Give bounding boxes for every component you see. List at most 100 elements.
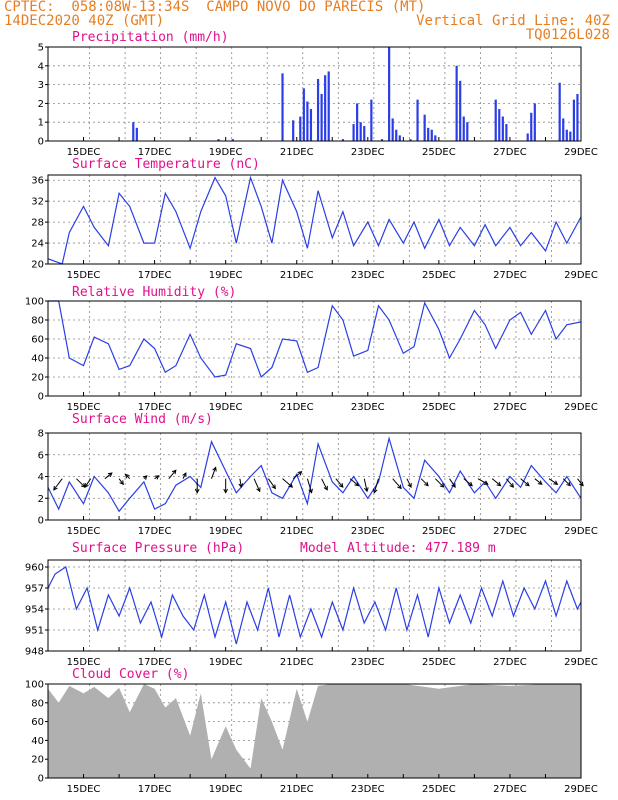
wind-arrow-shaft [577, 478, 584, 486]
precip-bar [327, 71, 330, 141]
wind-arrow-head [212, 466, 217, 472]
x-tick-label: 23DEC [351, 657, 385, 668]
wind-arrow [282, 478, 294, 488]
precip-bar [416, 99, 419, 141]
y-tick-label: 8 [38, 429, 44, 440]
precip-bar [462, 116, 465, 141]
wind-arrow [124, 473, 131, 480]
cloud-cover-area [48, 684, 581, 778]
wind-arrow-shaft [267, 478, 276, 489]
x-tick-label: 25DEC [422, 402, 456, 413]
y-tick-label: 60 [31, 335, 44, 346]
x-tick-label: 17DEC [138, 784, 172, 795]
wind-arrow-shaft [335, 478, 344, 488]
y-tick-label: 6 [38, 450, 44, 461]
x-tick-label: 25DEC [422, 147, 456, 158]
wind-arrow-shaft [406, 478, 412, 488]
precip-bar [427, 127, 430, 141]
wind-arrow [434, 478, 445, 488]
x-tick-label: 15DEC [67, 147, 101, 158]
panel-wind: 0 2 4 6 8 15DEC 17DEC 19DEC 21DEC 23DEC 25DEC 27DEC… [38, 412, 598, 537]
y-tick-label: 100 [25, 680, 44, 691]
wind-arrow [223, 478, 229, 494]
panel-title: Precipitation (mm/h) [72, 30, 229, 45]
wind-arrow [238, 478, 244, 489]
y-tick-label: 40 [31, 736, 44, 747]
precip-bar [324, 75, 327, 141]
x-tick-label: 19DEC [209, 270, 243, 281]
y-tick-label: 40 [31, 354, 44, 365]
x-tick-label: 29DEC [564, 657, 598, 668]
precip-bar [292, 120, 295, 141]
panel-precipitation: 0 1 2 3 4 5 15DEC 17DEC 19DEC 21DEC 23DEC 25DEC 27DE… [38, 30, 598, 158]
wind-arrow-head [53, 485, 58, 491]
precip-bar [363, 125, 366, 141]
precip-bar [572, 99, 575, 141]
panel-title: Surface Pressure (hPa) [72, 541, 244, 556]
wind-arrow [520, 478, 530, 487]
panel-title: Surface Temperature (nC) [72, 157, 260, 172]
x-tick-label: 27DEC [493, 526, 527, 537]
wind-arrow-head [372, 488, 378, 494]
y-tick-label: 0 [38, 774, 44, 785]
precip-bar [135, 127, 138, 141]
y-tick-label: 4 [38, 61, 44, 72]
precip-bar [434, 135, 437, 141]
wind-arrow-shaft [534, 478, 543, 485]
x-tick-label: 15DEC [67, 657, 101, 668]
x-tick-label: 19DEC [209, 402, 243, 413]
wind-arrow-shaft [477, 478, 489, 485]
wind-arrow [534, 478, 543, 485]
wind-arrow-shaft [182, 472, 187, 479]
y-tick-label: 951 [25, 626, 44, 637]
x-tick-label: 21DEC [280, 402, 314, 413]
wind-arrow [449, 478, 456, 488]
wind-arrow [577, 478, 584, 487]
wind-arrow-head [271, 484, 276, 490]
x-tick-label: 19DEC [209, 657, 243, 668]
y-tick-label: 28 [31, 218, 44, 229]
wind-arrow-shaft [349, 478, 359, 487]
precip-bar [505, 124, 508, 141]
precip-bar [281, 73, 284, 141]
precip-bar [356, 103, 359, 141]
wind-arrow-shaft [520, 478, 530, 487]
wind-arrow-shaft [463, 478, 473, 487]
y-tick-label: 60 [31, 717, 44, 728]
precip-bar [423, 114, 426, 141]
wind-arrow-shaft [118, 478, 124, 485]
x-tick-label: 21DEC [280, 270, 314, 281]
wind-arrow [363, 478, 369, 493]
model-altitude-label: Model Altitude: 477.189 m [300, 541, 496, 556]
wind-arrow-shaft [84, 478, 92, 488]
precip-bar [359, 122, 362, 141]
wind-arrow [463, 478, 473, 487]
header-date: 14DEC2020 40Z (GMT) [4, 13, 165, 29]
x-tick-label: 19DEC [209, 526, 243, 537]
x-tick-label: 23DEC [351, 526, 385, 537]
wind-arrow-head [323, 485, 328, 491]
wind-arrow-head [124, 473, 130, 479]
x-tick-label: 23DEC [351, 147, 385, 158]
wind-arrow-shaft [306, 478, 313, 493]
y-tick-label: 24 [31, 239, 44, 250]
wind-arrow [548, 478, 559, 485]
x-tick-label: 29DEC [564, 402, 598, 413]
y-tick-label: 5 [38, 43, 44, 54]
wind-arrow-shaft [420, 478, 429, 487]
wind-arrow [335, 478, 344, 488]
x-tick-label: 25DEC [422, 784, 456, 795]
x-tick-label: 29DEC [564, 147, 598, 158]
wind-arrow [194, 478, 200, 494]
wind-arrow-head [223, 488, 229, 494]
wind-arrow-head [354, 481, 360, 487]
y-tick-label: 36 [31, 176, 44, 187]
y-tick-label: 2 [38, 494, 44, 505]
panel-pressure: 948 951 954 957 960 15DEC 17DEC 19DEC 21DEC 23DEC… [25, 541, 598, 668]
panel-humidity: 0 20 40 60 80 100 15DEC 17DEC 19DEC 21DEC 23DEC 25D… [25, 285, 598, 413]
x-tick-label: 17DEC [138, 526, 172, 537]
wind-arrow [491, 478, 502, 487]
precip-bar [309, 109, 313, 141]
wind-arrow-head [142, 475, 148, 480]
